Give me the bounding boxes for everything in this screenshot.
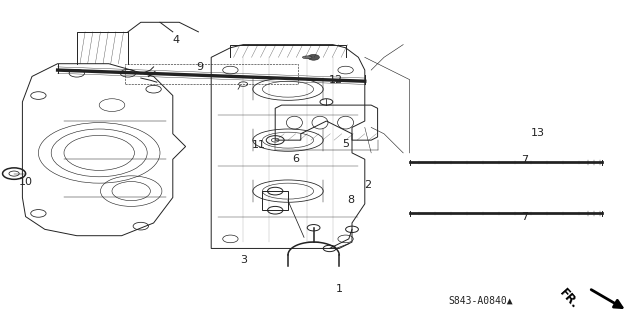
Text: 4: 4 (172, 35, 180, 45)
Text: 11: 11 (252, 140, 266, 150)
Text: 5: 5 (342, 139, 349, 149)
Ellipse shape (302, 56, 312, 59)
Text: 7: 7 (521, 155, 529, 165)
Text: 13: 13 (531, 128, 545, 138)
Text: S843-A0840▲: S843-A0840▲ (448, 296, 513, 306)
Text: 12: 12 (329, 75, 343, 85)
Text: 6: 6 (292, 154, 299, 164)
Text: 1: 1 (336, 284, 342, 294)
Circle shape (308, 55, 319, 60)
Text: 10: 10 (19, 176, 33, 187)
Text: 9: 9 (196, 62, 204, 72)
Text: 8: 8 (347, 195, 355, 205)
Text: 2: 2 (364, 180, 372, 190)
Text: 3: 3 (240, 255, 246, 264)
Text: FR.: FR. (557, 287, 581, 312)
Bar (125, 64, 298, 85)
Text: 7: 7 (521, 212, 529, 222)
